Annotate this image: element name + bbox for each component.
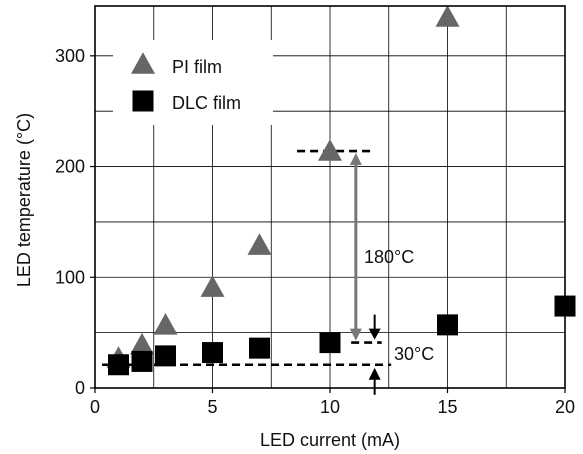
pi-film-point bbox=[153, 312, 178, 335]
y-tick-label: 300 bbox=[55, 46, 85, 66]
y-tick-label: 0 bbox=[75, 378, 85, 398]
annotation-layer bbox=[102, 149, 392, 395]
x-tick-label: 20 bbox=[555, 397, 575, 417]
annotation-30c: 30°C bbox=[394, 344, 434, 364]
y-axis-title: LED temperature (°C) bbox=[14, 113, 34, 287]
pi-film-point bbox=[200, 275, 225, 297]
arrow-30c-down-icon bbox=[368, 328, 381, 340]
pi-film-point bbox=[318, 139, 342, 161]
x-tick-label: 0 bbox=[90, 397, 100, 417]
arrow-180c-down-icon bbox=[349, 328, 362, 341]
arrow-180c-up-icon bbox=[349, 153, 362, 166]
dlc-film-point bbox=[131, 350, 153, 372]
y-tick-label: 200 bbox=[55, 157, 85, 177]
x-axis-title: LED current (mA) bbox=[260, 430, 400, 450]
dlc-film-point bbox=[155, 345, 176, 367]
pi-film-point bbox=[247, 233, 272, 255]
dlc-film-point bbox=[202, 342, 223, 364]
annotation-180c: 180°C bbox=[364, 247, 414, 267]
y-tick-label: 100 bbox=[55, 267, 85, 287]
x-tick-label: 15 bbox=[437, 397, 457, 417]
dlc-film-point bbox=[108, 354, 129, 376]
legend-dlc-square-icon bbox=[132, 90, 154, 112]
arrow-30c-up-icon bbox=[368, 367, 381, 380]
dlc-film-point bbox=[249, 337, 270, 359]
legend-pi-triangle-icon bbox=[131, 52, 155, 74]
pi-film-point bbox=[435, 5, 460, 27]
dlc-film-point bbox=[319, 332, 341, 354]
points-layer bbox=[106, 5, 576, 376]
legend-pi-label: PI film bbox=[172, 57, 222, 77]
x-tick-label: 10 bbox=[320, 397, 340, 417]
pi-film-point bbox=[130, 332, 154, 355]
x-tick-label: 5 bbox=[207, 397, 217, 417]
dlc-film-point bbox=[437, 314, 458, 336]
legend-dlc-label: DLC film bbox=[172, 93, 241, 113]
legend: PI film DLC film bbox=[113, 40, 273, 125]
